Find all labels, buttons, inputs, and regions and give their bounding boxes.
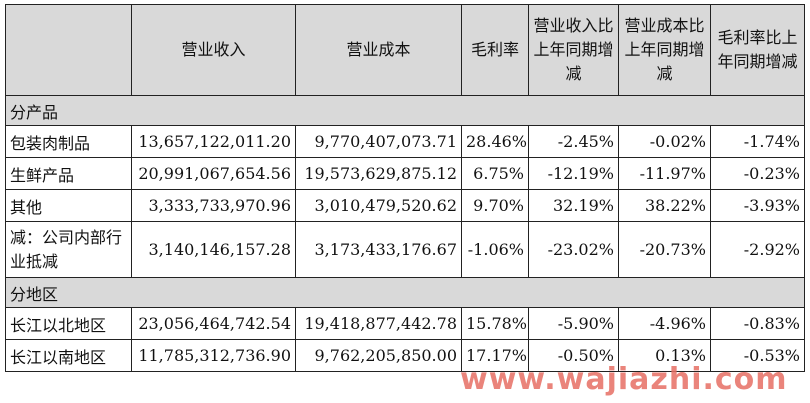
cell-margin-change: -2.92% [710, 221, 805, 278]
row-label: 包装肉制品 [5, 125, 132, 158]
section-row: 分产品 [5, 95, 805, 126]
cell-margin-change: -3.93% [710, 189, 805, 222]
financial-table: 营业收入 营业成本 毛利率 营业收入比上年同期增减 营业成本比上年同期增减 毛利… [5, 4, 805, 372]
cell-cost-change: -4.96% [618, 307, 711, 340]
table-header-row: 营业收入 营业成本 毛利率 营业收入比上年同期增减 营业成本比上年同期增减 毛利… [5, 4, 805, 96]
cell-cost: 19,418,877,442.78 [295, 307, 462, 340]
header-cell: 营业成本比上年同期增减 [618, 4, 711, 96]
header-cell: 毛利率 [461, 4, 529, 96]
table-row: 长江以南地区 11,785,312,736.90 9,762,205,850.0… [5, 339, 805, 372]
cell-revenue: 11,785,312,736.90 [131, 339, 296, 372]
cell-revenue: 23,056,464,742.54 [131, 307, 296, 340]
table-row: 减：公司内部行业抵减 3,140,146,157.28 3,173,433,17… [5, 221, 805, 278]
cell-cost-change: -20.73% [618, 221, 711, 278]
cell-revenue: 3,333,733,970.96 [131, 189, 296, 222]
header-cell: 营业成本 [295, 4, 462, 96]
cell-revenue: 13,657,122,011.20 [131, 125, 296, 158]
table-row: 其他 3,333,733,970.96 3,010,479,520.62 9.7… [5, 189, 805, 222]
section-title: 分地区 [5, 277, 805, 308]
cell-cost: 9,762,205,850.00 [295, 339, 462, 372]
cell-revenue-change: -23.02% [528, 221, 619, 278]
cell-margin-change: -1.74% [710, 125, 805, 158]
cell-margin-change: -0.83% [710, 307, 805, 340]
section-row: 分地区 [5, 277, 805, 308]
cell-margin-change: -0.53% [710, 339, 805, 372]
table-row: 包装肉制品 13,657,122,011.20 9,770,407,073.71… [5, 125, 805, 158]
cell-margin: 28.46% [461, 125, 529, 158]
cell-margin: -1.06% [461, 221, 529, 278]
row-label: 长江以北地区 [5, 307, 132, 340]
cell-revenue: 3,140,146,157.28 [131, 221, 296, 278]
header-cell: 营业收入比上年同期增减 [528, 4, 619, 96]
header-cell: 毛利率比上年同期增减 [710, 4, 805, 96]
row-label: 生鲜产品 [5, 157, 132, 190]
table-row: 长江以北地区 23,056,464,742.54 19,418,877,442.… [5, 307, 805, 340]
row-label: 减：公司内部行业抵减 [5, 221, 132, 278]
cell-cost-change: 38.22% [618, 189, 711, 222]
watermark: www.wajiazhi.com [460, 362, 788, 397]
cell-cost: 9,770,407,073.71 [295, 125, 462, 158]
cell-margin: 15.78% [461, 307, 529, 340]
cell-revenue-change: -2.45% [528, 125, 619, 158]
cell-revenue-change: 32.19% [528, 189, 619, 222]
cell-revenue-change: -12.19% [528, 157, 619, 190]
cell-cost-change: -11.97% [618, 157, 711, 190]
cell-cost: 3,173,433,176.67 [295, 221, 462, 278]
table-row: 生鲜产品 20,991,067,654.56 19,573,629,875.12… [5, 157, 805, 190]
cell-cost: 19,573,629,875.12 [295, 157, 462, 190]
cell-margin-change: -0.23% [710, 157, 805, 190]
header-cell: 营业收入 [131, 4, 296, 96]
cell-margin: 9.70% [461, 189, 529, 222]
cell-margin: 17.17% [461, 339, 529, 372]
cell-cost-change: -0.02% [618, 125, 711, 158]
section-title: 分产品 [5, 95, 805, 126]
row-label: 其他 [5, 189, 132, 222]
cell-margin: 6.75% [461, 157, 529, 190]
row-label: 长江以南地区 [5, 339, 132, 372]
header-cell [5, 4, 132, 96]
cell-revenue: 20,991,067,654.56 [131, 157, 296, 190]
cell-revenue-change: -5.90% [528, 307, 619, 340]
cell-cost: 3,010,479,520.62 [295, 189, 462, 222]
